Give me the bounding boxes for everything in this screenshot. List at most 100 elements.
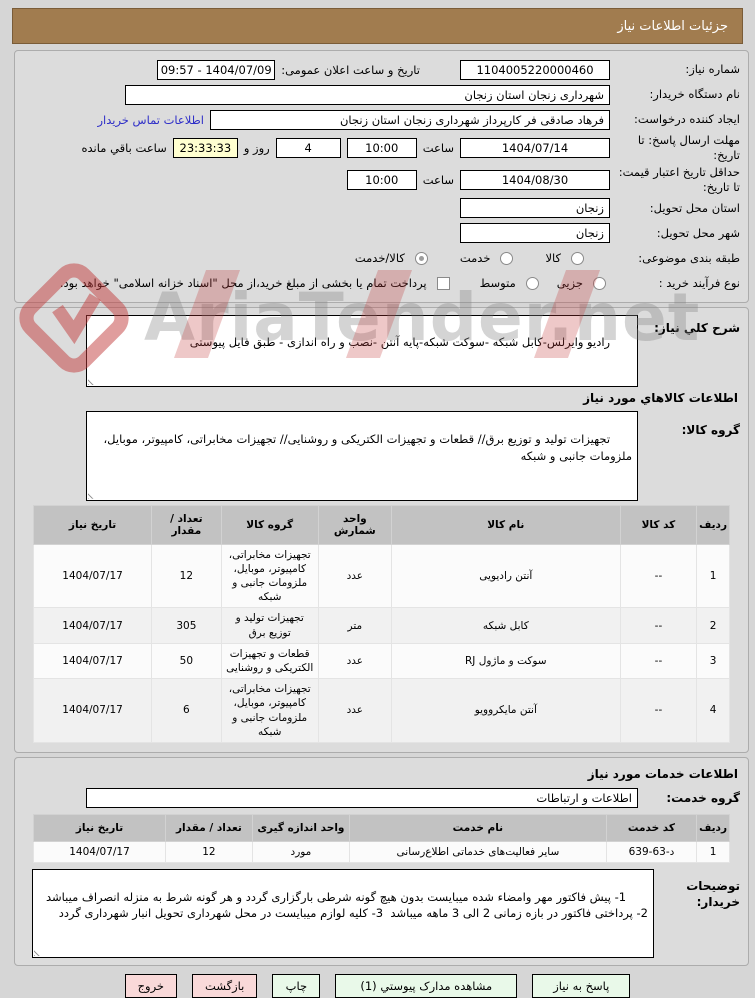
- cell: 50: [151, 642, 222, 680]
- cell: --: [619, 543, 698, 609]
- price-validity-label: حداقل تاریخ اعتبار قیمت: تا تاریخ:: [618, 164, 740, 194]
- cell: کابل شبکه: [390, 607, 621, 644]
- cell: 1: [696, 840, 730, 864]
- price-validity-hour-field[interactable]: 10:00: [346, 169, 417, 190]
- need-description-textarea[interactable]: رادیو وایرلس-کابل شبکه -سوکت شبکه-پایه آ…: [86, 314, 638, 388]
- response-deadline-row: مهلت ارسال پاسخ: تا تاریخ: 1404/07/14 سا…: [23, 133, 741, 163]
- table-row: 1 -- آنتن رادیویی عدد تجهیزات مخابراتی، …: [32, 543, 730, 609]
- cell: تجهیزات مخابراتی، کامپیوتر، موبایل، ملزو…: [220, 678, 319, 743]
- cell: 1404/07/17: [32, 607, 153, 644]
- delivery-province-row: استان محل تحویل: زنجان: [23, 197, 740, 220]
- radio-goods[interactable]: [571, 251, 584, 265]
- response-days-field[interactable]: 4: [275, 137, 341, 158]
- radio-goods-label: کالا: [545, 251, 561, 266]
- svc-col-qty: تعداد / مقدار: [165, 813, 253, 842]
- cell: عدد: [317, 543, 392, 609]
- buyer-contact-link[interactable]: اطلاعات تماس خریدار: [97, 112, 204, 127]
- print-button[interactable]: چاپ: [272, 974, 321, 998]
- need-desc-row: شرح کلي نیاز: رادیو وایرلس-کابل شبکه -سو…: [23, 314, 740, 388]
- buyer-notes-text: 1- پیش فاکتور مهر وامضاء شده میبایست بدو…: [45, 889, 648, 921]
- goods-panel: شرح کلي نیاز: رادیو وایرلس-کابل شبکه -سو…: [14, 306, 749, 753]
- back-button[interactable]: بازگشت: [192, 974, 258, 998]
- svc-col-code: کد خدمت: [605, 813, 698, 842]
- buyer-org-field[interactable]: شهرداری زنجان استان زنجان: [125, 84, 610, 105]
- goods-col-code: کد کالا: [619, 504, 698, 545]
- radio-partial[interactable]: [593, 276, 606, 290]
- countdown-box: 23:33:33: [172, 137, 238, 158]
- goods-table-header-row: ردیف کد کالا نام کالا واحد شمارش گروه کا…: [32, 504, 730, 545]
- cell: 3: [696, 642, 730, 680]
- service-group-field[interactable]: اطلاعات و ارتباطات: [86, 788, 638, 809]
- cell: --: [619, 678, 698, 743]
- cell: عدد: [317, 678, 392, 743]
- svc-col-date: تاریخ نیاز: [32, 813, 167, 842]
- service-group-label: گروه خدمت:: [666, 790, 740, 805]
- goods-col-unit: واحد شمارش: [317, 504, 392, 545]
- delivery-city-field[interactable]: زنجان: [460, 223, 610, 244]
- goods-col-qty: تعداد / مقدار: [151, 504, 222, 545]
- cell: --: [619, 642, 698, 680]
- buyer-notes-label: توضیحات خریدار:: [686, 879, 740, 909]
- cell: 305: [151, 607, 222, 644]
- radio-service-label: خدمت: [459, 251, 491, 266]
- cell: قطعات و تجهیزات الکتریکی و روشنایی: [220, 642, 319, 680]
- cell: سایر فعالیت‌های خدماتی اطلاع‌رسانی: [349, 840, 607, 864]
- cell: 12: [151, 543, 222, 609]
- svc-col-row: ردیف: [696, 813, 730, 842]
- cell: 1404/07/17: [32, 642, 153, 680]
- radio-service[interactable]: [500, 251, 514, 265]
- respond-button[interactable]: پاسخ به نیاز: [532, 974, 631, 998]
- announce-datetime-label: تاریخ و ساعت اعلان عمومی:: [281, 62, 420, 77]
- services-table: ردیف کد خدمت نام خدمت واحد اندازه گیری ت…: [32, 813, 730, 864]
- process-type-row: نوع فرآیند خرید : جزیی متوسط پرداخت تمام…: [23, 272, 740, 295]
- radio-medium-label: متوسط: [479, 276, 516, 291]
- cell: 1404/07/17: [32, 678, 153, 743]
- days-and-label: روز و: [243, 140, 270, 155]
- radio-medium[interactable]: [525, 276, 539, 290]
- cell: آنتن رادیویی: [390, 543, 621, 609]
- need-description-text: رادیو وایرلس-کابل شبکه -سوکت شبکه-پایه آ…: [189, 335, 611, 350]
- subject-class-label: طبقه بندی موضوعی:: [638, 250, 740, 265]
- response-deadline-date-field[interactable]: 1404/07/14: [460, 137, 610, 158]
- buyer-notes-textarea[interactable]: 1- پیش فاکتور مهر وامضاء شده میبایست بدو…: [32, 869, 654, 959]
- cell: 12: [165, 840, 253, 864]
- delivery-province-field[interactable]: زنجان: [460, 198, 610, 219]
- services-panel: اطلاعات خدمات مورد نیاز گروه خدمت: اطلاع…: [14, 756, 749, 967]
- goods-group-textarea[interactable]: تجهیزات تولید و توزیع برق// قطعات و تجهی…: [86, 411, 638, 501]
- services-table-header-row: ردیف کد خدمت نام خدمت واحد اندازه گیری ت…: [32, 813, 730, 842]
- response-deadline-label: مهلت ارسال پاسخ: تا تاریخ:: [637, 133, 740, 162]
- delivery-city-row: شهر محل تحویل: زنجان: [23, 222, 740, 245]
- request-creator-field[interactable]: فرهاد صادقی فر کارپرداز شهرداری زنجان اس…: [210, 109, 610, 130]
- goods-col-date: تاریخ نیاز: [32, 504, 153, 545]
- treasury-checkbox-label: پرداخت تمام یا بخشی از مبلغ خرید،از محل …: [59, 276, 427, 291]
- cell: متر: [317, 607, 392, 644]
- page-title: جزئیات اطلاعات نیاز: [12, 8, 743, 44]
- cell: عدد: [317, 642, 392, 680]
- cell: 1404/07/17: [32, 543, 153, 609]
- goods-section-header: اطلاعات کالاهاي مورد نیاز: [583, 391, 738, 406]
- treasury-checkbox[interactable]: [436, 276, 450, 290]
- subject-class-row: طبقه بندی موضوعی: کالا خدمت کالا/خدمت: [23, 247, 740, 270]
- radio-partial-label: جزیی: [556, 276, 583, 291]
- exit-button[interactable]: خروج: [124, 974, 178, 998]
- price-validity-row: حداقل تاریخ اعتبار قیمت: تا تاریخ: 1404/…: [23, 165, 740, 195]
- buyer-org-row: نام دستگاه خریدار: شهرداری زنجان استان ز…: [23, 83, 740, 106]
- svc-col-name: نام خدمت: [349, 813, 607, 842]
- cell: 4: [696, 678, 730, 743]
- radio-goods-service[interactable]: [414, 251, 428, 265]
- buyer-org-label: نام دستگاه خریدار:: [649, 87, 740, 102]
- cell: د-63-639: [605, 840, 698, 864]
- cell: 1404/07/17: [32, 840, 167, 864]
- goods-group-row: گروه کالا: تجهیزات تولید و توزیع برق// ق…: [23, 411, 740, 501]
- buyer-notes-row: توضیحات خریدار: 1- پیش فاکتور مهر وامضاء…: [23, 869, 740, 959]
- need-desc-label: شرح کلي نیاز:: [654, 320, 740, 335]
- announce-datetime-field[interactable]: 1404/07/09 - 09:57: [157, 59, 276, 80]
- response-hour-field[interactable]: 10:00: [346, 137, 417, 158]
- view-docs-button[interactable]: مشاهده مدارک پیوستي (1): [335, 974, 518, 998]
- svc-col-unit: واحد اندازه گیری: [251, 813, 351, 842]
- cell: 6: [151, 678, 222, 743]
- goods-col-row: ردیف: [696, 504, 730, 545]
- price-validity-date-field[interactable]: 1404/08/30: [460, 169, 610, 190]
- need-number-field[interactable]: 1104005220000460: [460, 59, 610, 80]
- cell: 2: [696, 607, 730, 644]
